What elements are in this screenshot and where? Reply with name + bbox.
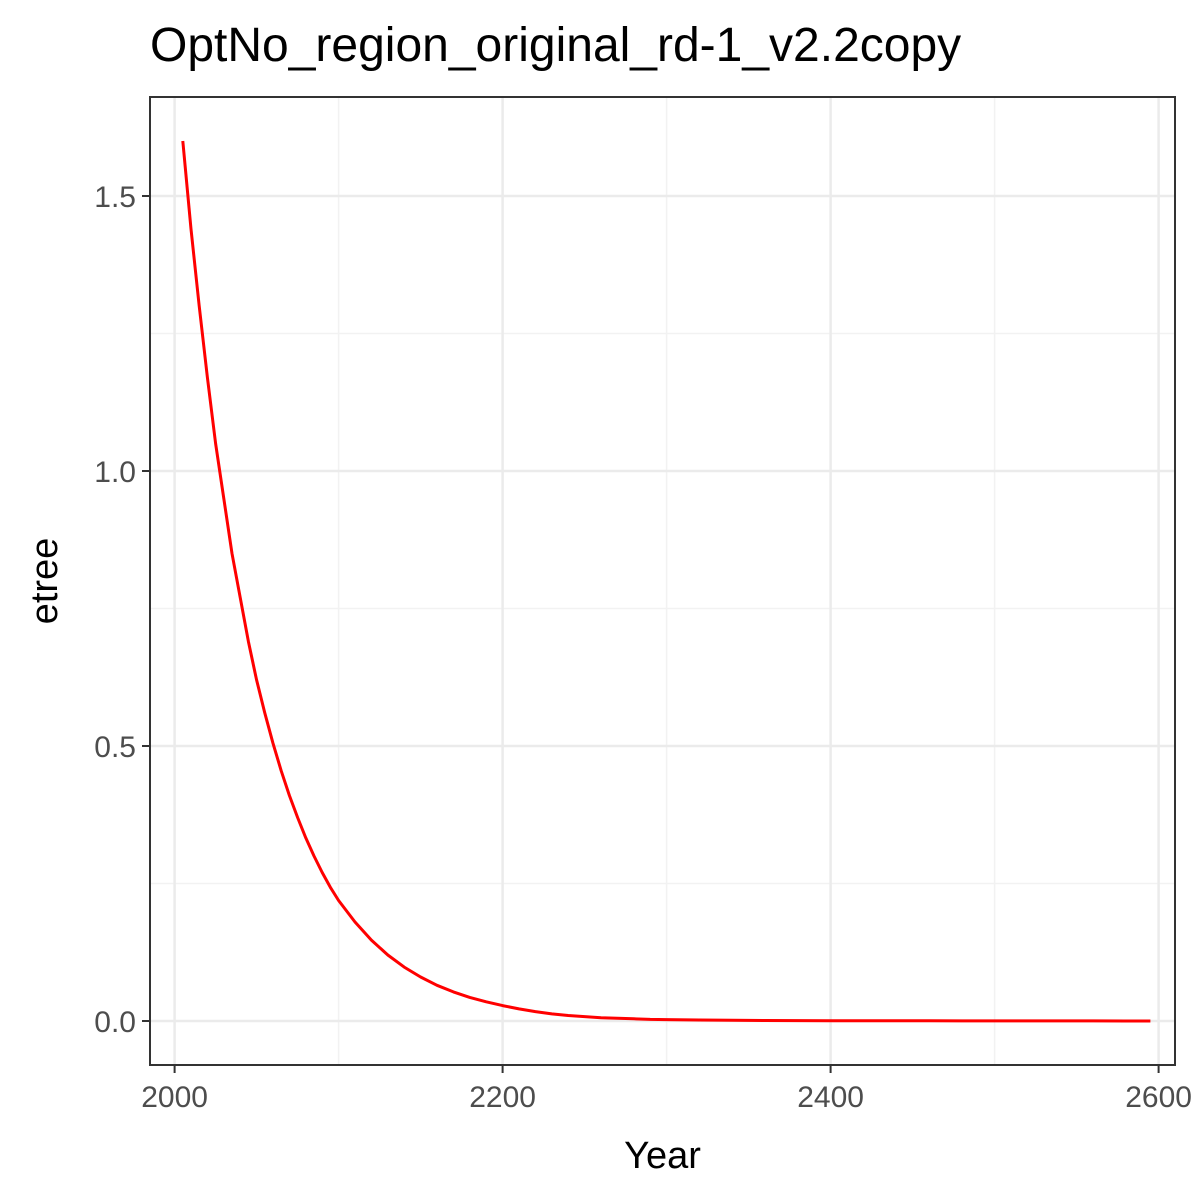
major-gridlines	[150, 97, 1175, 1065]
y-tick-label: 1.0	[94, 456, 136, 489]
series-layer	[181, 140, 1151, 1023]
y-tick-labels: 0.0 0.5 1.0 1.5	[94, 181, 136, 1039]
y-tick-label: 0.0	[94, 1006, 136, 1039]
x-tick-labels: 2000 2200 2400 2600	[141, 1081, 1192, 1114]
y-tick-label: 1.5	[94, 181, 136, 214]
x-axis-title: Year	[624, 1135, 701, 1177]
panel-border	[149, 96, 1176, 1066]
x-tick-label: 2600	[1125, 1081, 1192, 1114]
chart-title: OptNo_region_original_rd-1_v2.2copy	[150, 19, 962, 72]
minor-gridlines	[150, 97, 1175, 1065]
axis-ticks	[142, 195, 1160, 1073]
series-line	[181, 140, 1151, 1023]
x-tick-label: 2400	[797, 1081, 864, 1114]
x-tick-label: 2000	[141, 1081, 208, 1114]
y-tick-label: 0.5	[94, 731, 136, 764]
x-tick-label: 2200	[469, 1081, 536, 1114]
y-axis-title: etree	[24, 538, 66, 625]
